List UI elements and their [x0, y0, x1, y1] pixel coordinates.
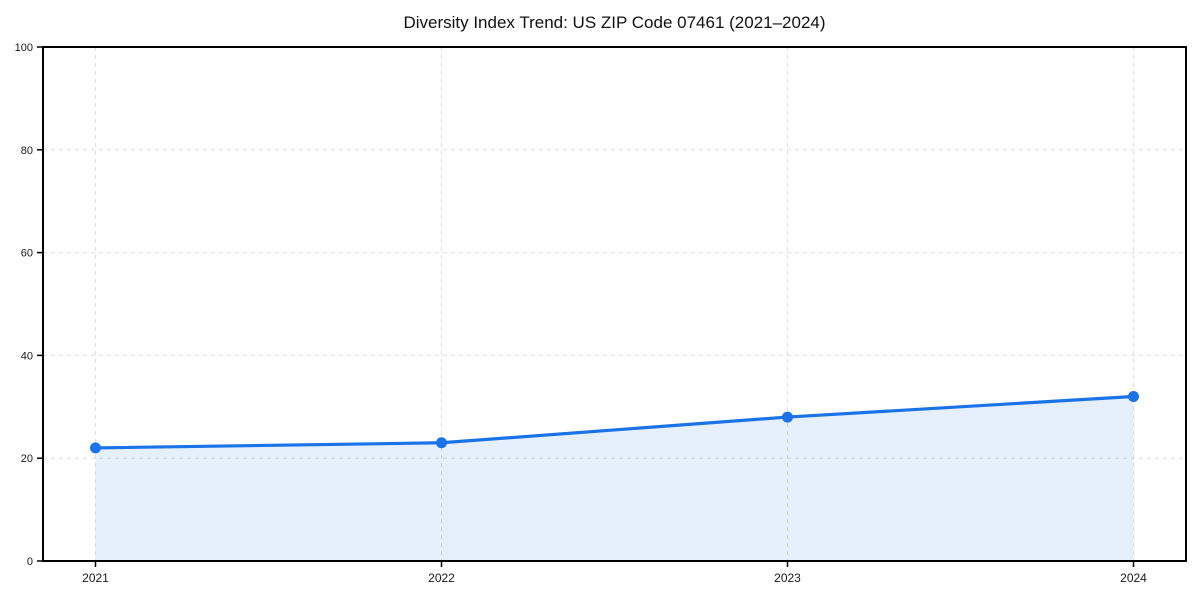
x-tick-label: 2021 [82, 571, 109, 585]
plot-frame [42, 46, 1187, 562]
y-tick-label: 60 [21, 248, 33, 260]
x-tick-label: 2023 [774, 571, 801, 585]
chart-title: Diversity Index Trend: US ZIP Code 07461… [403, 13, 826, 32]
data-point-marker [436, 437, 447, 449]
data-point-marker [90, 442, 101, 454]
data-point-marker [1128, 391, 1139, 403]
x-tick-label: 2022 [428, 571, 455, 585]
y-tick-label: 100 [15, 42, 33, 54]
y-tick-label: 80 [21, 145, 33, 157]
data-point-marker [782, 411, 793, 423]
series-line [93, 394, 1136, 450]
x-tick-label: 2024 [1120, 571, 1147, 585]
y-tick-label: 0 [27, 556, 33, 568]
area-fill [95, 396, 1134, 561]
y-tick-label: 20 [21, 453, 33, 465]
y-tick-label: 40 [21, 350, 33, 362]
